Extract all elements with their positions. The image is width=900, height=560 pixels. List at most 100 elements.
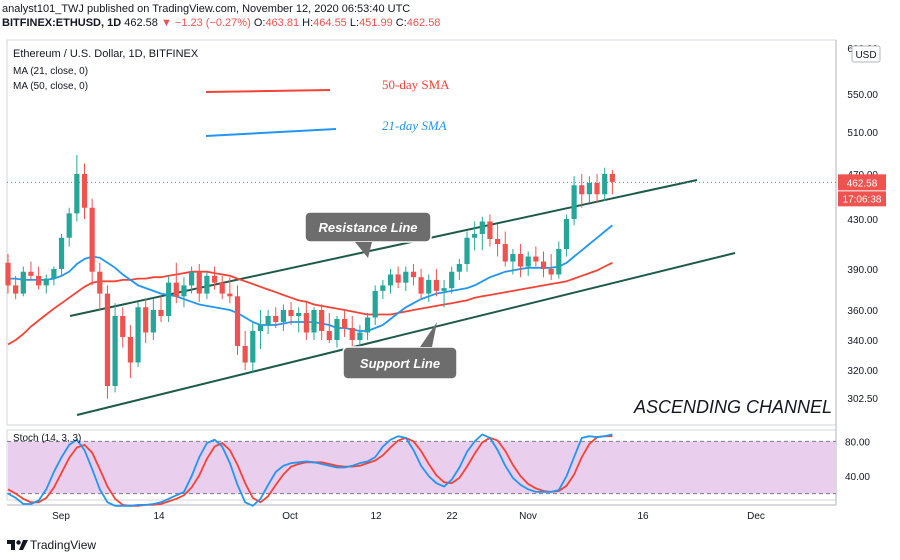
candle-body — [112, 316, 118, 386]
time-tick-label: Nov — [519, 511, 537, 522]
candle-body — [66, 213, 72, 238]
candle-body — [250, 331, 256, 363]
candle-body — [441, 288, 447, 291]
candle-body — [456, 264, 462, 272]
candle-body — [533, 256, 539, 262]
candle-body — [311, 310, 317, 333]
candle-body — [234, 296, 241, 346]
candle-body — [257, 325, 264, 331]
ma50-line — [7, 261, 613, 346]
candle-body — [273, 316, 279, 322]
countdown-label: 17:06:38 — [843, 194, 882, 205]
chart-canvas[interactable]: Ethereum / U.S. Dollar, 1D, BITFINEX MA (… — [0, 0, 900, 530]
candle-body — [51, 269, 57, 279]
candle-body — [602, 174, 608, 195]
candle-body — [395, 274, 401, 283]
countdown-tag — [838, 191, 886, 207]
price-tick-label: 340.00 — [847, 336, 878, 347]
candle-body — [36, 275, 42, 286]
resistance-label: Resistance Line — [319, 220, 418, 235]
candle-body — [227, 293, 233, 297]
stoch-k-line — [7, 433, 613, 507]
last-price: 462.58 — [124, 17, 158, 29]
candle-body — [609, 174, 615, 182]
tradingview-logo-icon — [7, 540, 28, 550]
tradingview-brand: TradingView — [30, 538, 97, 552]
publish-info: analyst101_TWJ published on TradingView.… — [2, 3, 411, 15]
candle-body — [296, 313, 302, 316]
candle-body — [173, 282, 179, 297]
stoch-tick-label: 40.00 — [845, 472, 870, 483]
close-label: C: — [395, 17, 407, 29]
price-tick-label: 302.50 — [847, 394, 878, 405]
candle-body — [181, 285, 187, 297]
candle-body — [334, 319, 340, 340]
candle-body — [242, 346, 248, 363]
price-tick-label: 510.00 — [847, 128, 878, 139]
open-value: 463.81 — [265, 17, 300, 29]
candle-body — [43, 278, 49, 286]
support-line — [76, 252, 736, 416]
ohlc-line: BITFINEX:ETHUSD, 1D 462.58 ▼ −1.23 (−0.2… — [2, 16, 440, 30]
time-tick-label: 14 — [153, 511, 165, 522]
resistance-callout-pointer — [355, 242, 372, 258]
currency-label: USD — [855, 50, 876, 61]
candle-body — [211, 275, 218, 283]
chart-header: analyst101_TWJ published on TradingView.… — [2, 2, 440, 30]
sma50-sample-line — [205, 89, 331, 93]
support-callout-pointer — [420, 322, 437, 347]
price-tick-label: 390.00 — [847, 265, 878, 276]
price-tick-label: 360.00 — [847, 306, 878, 317]
time-tick-label: 22 — [446, 511, 458, 522]
chart-title: Ethereum / U.S. Dollar, 1D, BITFINEX — [13, 48, 199, 60]
candle-body — [380, 285, 386, 291]
high-value: 464.55 — [313, 17, 347, 29]
candle-body — [81, 174, 88, 208]
price-tick-label: 320.00 — [847, 366, 878, 377]
pattern-label: ASCENDING CHANNEL — [633, 397, 832, 417]
candle-body — [563, 219, 570, 249]
sma21-sample-line — [205, 128, 337, 137]
candle-body — [135, 307, 141, 363]
footer: TradingView — [0, 530, 900, 560]
currency-badge[interactable] — [851, 45, 881, 63]
candle-body — [5, 262, 11, 286]
candle-body — [487, 221, 493, 239]
candle-body — [20, 271, 26, 294]
candle-body — [120, 316, 126, 337]
candle-body — [28, 271, 34, 276]
last-price-tag-label: 462.58 — [847, 178, 878, 189]
candle-body — [364, 317, 371, 333]
candle-body — [502, 244, 508, 262]
candle-body — [127, 337, 133, 363]
candle-body — [426, 279, 432, 294]
price-change: ▼ −1.23 (−0.27%) — [160, 17, 251, 29]
candle-body — [166, 282, 172, 316]
candle-body — [556, 249, 562, 275]
candle-body — [594, 183, 600, 195]
candle-body — [433, 279, 439, 291]
ma21-line — [8, 224, 613, 332]
candle-body — [58, 237, 65, 269]
candle-body — [326, 331, 332, 340]
candle-body — [189, 271, 195, 286]
candle-body — [349, 328, 355, 340]
candle-body — [104, 293, 111, 386]
candle-body — [158, 310, 164, 316]
candle-body — [219, 282, 225, 294]
candle-body — [265, 316, 271, 325]
candle-body — [89, 207, 95, 272]
time-tick-label: Dec — [747, 511, 765, 522]
candle-body — [342, 319, 348, 328]
price-tick-label: 430.00 — [847, 215, 878, 226]
candle-body — [525, 256, 531, 267]
candle-body — [571, 185, 577, 219]
price-tick-label: 550.00 — [847, 90, 878, 101]
candle-body — [449, 271, 455, 289]
candle-body — [479, 221, 485, 234]
candle-body — [387, 274, 394, 286]
candle-body — [13, 285, 19, 294]
support-label: Support Line — [360, 356, 440, 371]
candle-body — [204, 275, 210, 294]
candle-body — [548, 269, 554, 275]
